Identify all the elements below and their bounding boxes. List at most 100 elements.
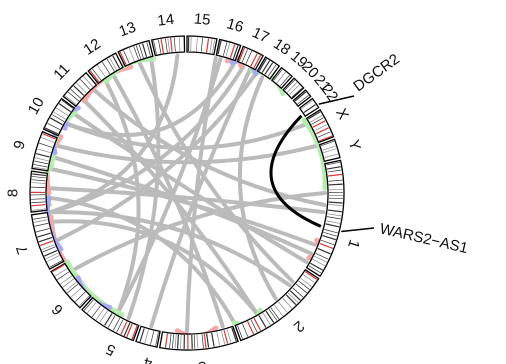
cytoband (83, 299, 94, 311)
gene-pointer-wars2-as1 (341, 227, 375, 233)
chromosome-label-12: 12 (81, 35, 104, 58)
cytoband (35, 152, 50, 158)
ideogram-ring (29, 35, 345, 351)
cytoband (139, 328, 145, 342)
cytoband (328, 201, 343, 204)
cytoband (326, 216, 341, 220)
cytoband (247, 321, 255, 335)
cytoband (323, 231, 338, 237)
cytoband (150, 330, 155, 345)
grey-link (48, 64, 246, 215)
chromosome-label-8: 8 (5, 189, 22, 197)
cytoband (300, 277, 312, 287)
cytoband (62, 278, 75, 288)
chromosome-5 (81, 296, 140, 342)
cytoband (73, 85, 85, 96)
cytoband (44, 249, 58, 257)
cytoband (42, 246, 56, 253)
cytoband (33, 219, 48, 223)
cytoband (315, 252, 329, 260)
cytoband (268, 308, 278, 321)
cytoband (49, 260, 63, 268)
cytoband (292, 287, 304, 298)
cytoband (238, 47, 245, 62)
cytoband (200, 37, 203, 52)
cytoband (123, 322, 131, 337)
grey-link (65, 122, 309, 151)
chromosome-label-17: 17 (249, 24, 271, 46)
cytoband (31, 186, 46, 188)
cytoband (101, 61, 111, 74)
cytoband (39, 240, 54, 247)
cytoband (91, 305, 101, 317)
cytoband (131, 325, 138, 340)
cytoband (31, 198, 46, 200)
cytoband (328, 179, 343, 182)
chromosome-label-18: 18 (270, 35, 293, 58)
cytoband (135, 45, 142, 59)
cytoband (109, 57, 117, 70)
cytoband (298, 280, 310, 290)
cytoband (41, 244, 55, 250)
cytoband (327, 209, 342, 213)
cytoband (123, 50, 130, 64)
cytoband (285, 294, 297, 306)
cytoband (211, 39, 216, 54)
chromosome-18 (256, 56, 281, 80)
cytoband (270, 307, 280, 320)
chromosome-label-x: X (332, 106, 352, 123)
chromosome-label-14: 14 (156, 11, 175, 30)
cytoband (267, 64, 277, 77)
cytoband (280, 75, 290, 87)
cytoband (31, 182, 46, 184)
cytoband (294, 91, 307, 102)
chromosome-label-7: 7 (13, 243, 32, 256)
grey-link (103, 79, 141, 315)
cytoband (312, 120, 326, 128)
chromosome-label-19: 19 (287, 48, 311, 72)
chromosome-11 (62, 71, 98, 108)
cytoband (107, 315, 116, 328)
cytoband (33, 216, 48, 220)
chromosome-17 (236, 45, 264, 71)
cytoband (265, 310, 275, 323)
cytoband (322, 234, 337, 241)
cytoband (264, 62, 274, 75)
cytoband (253, 55, 262, 69)
cytoband (241, 49, 248, 63)
cytoband (308, 265, 322, 274)
cytoband (276, 71, 286, 84)
grey-link (51, 155, 313, 256)
cytoband (173, 37, 176, 52)
cytoband (169, 334, 172, 349)
chromosome-label-22: 22 (318, 81, 341, 104)
green-link (65, 259, 125, 318)
cytoband (237, 325, 243, 339)
cytoband (119, 51, 127, 65)
cytoband (31, 176, 46, 179)
cytoband (31, 201, 46, 204)
chromosome-label-9: 9 (10, 139, 29, 152)
chromosome-label-1: 1 (344, 237, 363, 250)
cytoband (203, 333, 207, 348)
cytoband (164, 333, 169, 348)
cytoband (309, 115, 323, 123)
cytoband (291, 87, 303, 98)
cytoband (138, 44, 144, 58)
cytoband (319, 242, 334, 249)
cytoband (193, 334, 196, 349)
cytoband (327, 169, 342, 173)
highlight-link (269, 114, 322, 228)
cytoband (201, 334, 204, 349)
cytoband (250, 53, 258, 67)
cytoband (223, 42, 228, 56)
cytoband (307, 111, 321, 120)
cytoband (323, 148, 337, 154)
cytoband (104, 313, 113, 326)
cytoband (165, 38, 168, 53)
cytoband (38, 236, 53, 243)
cytoband (274, 304, 284, 317)
cytoband (133, 46, 139, 60)
cytoband (328, 204, 343, 206)
